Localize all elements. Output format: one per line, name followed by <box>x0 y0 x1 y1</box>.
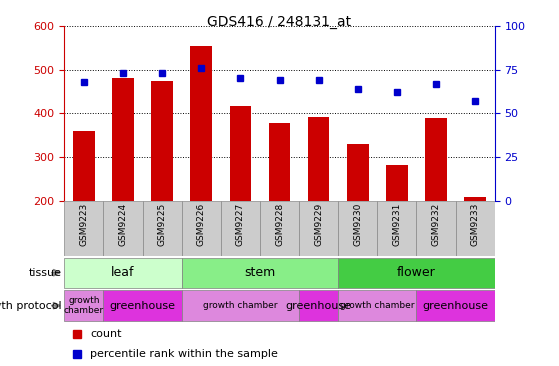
Bar <box>221 201 260 256</box>
Text: GSM9230: GSM9230 <box>353 203 362 246</box>
Text: growth
chamber: growth chamber <box>64 296 104 315</box>
Text: flower: flower <box>397 266 436 279</box>
Bar <box>103 291 182 321</box>
Text: growth protocol: growth protocol <box>0 300 61 311</box>
Text: GSM9226: GSM9226 <box>197 203 206 246</box>
Bar <box>377 201 416 256</box>
Bar <box>64 258 182 288</box>
Bar <box>347 144 368 201</box>
Bar <box>465 197 486 201</box>
Text: GSM9224: GSM9224 <box>119 203 127 246</box>
Text: GSM9232: GSM9232 <box>432 203 440 246</box>
Bar <box>269 123 290 201</box>
Text: count: count <box>90 329 122 339</box>
Text: leaf: leaf <box>111 266 135 279</box>
Text: percentile rank within the sample: percentile rank within the sample <box>90 349 278 359</box>
Bar <box>299 291 338 321</box>
Bar <box>182 291 299 321</box>
Text: GSM9223: GSM9223 <box>79 203 88 246</box>
Bar <box>299 201 338 256</box>
Bar <box>112 78 134 201</box>
Bar <box>191 46 212 201</box>
Bar <box>182 258 338 288</box>
Bar <box>260 201 299 256</box>
Bar <box>182 201 221 256</box>
Bar <box>230 105 251 201</box>
Text: greenhouse: greenhouse <box>110 300 176 311</box>
Bar <box>456 201 495 256</box>
Text: greenhouse: greenhouse <box>286 300 352 311</box>
Bar <box>338 201 377 256</box>
Text: growth chamber: growth chamber <box>203 301 278 310</box>
Bar <box>425 118 447 201</box>
Text: growth chamber: growth chamber <box>340 301 415 310</box>
Text: tissue: tissue <box>29 268 61 278</box>
Bar <box>73 131 94 201</box>
Text: GSM9228: GSM9228 <box>275 203 284 246</box>
Bar <box>143 201 182 256</box>
Text: GDS416 / 248131_at: GDS416 / 248131_at <box>207 15 352 29</box>
Bar <box>416 291 495 321</box>
Text: GSM9225: GSM9225 <box>158 203 167 246</box>
Bar <box>416 201 456 256</box>
Bar <box>64 291 103 321</box>
Bar <box>386 165 408 201</box>
Text: GSM9231: GSM9231 <box>392 203 401 246</box>
Text: GSM9229: GSM9229 <box>314 203 323 246</box>
Bar <box>308 116 329 201</box>
Bar <box>338 258 495 288</box>
Text: GSM9233: GSM9233 <box>471 203 480 246</box>
Bar <box>64 201 103 256</box>
Bar <box>338 291 416 321</box>
Text: GSM9227: GSM9227 <box>236 203 245 246</box>
Bar <box>103 201 143 256</box>
Bar <box>151 81 173 201</box>
Text: greenhouse: greenhouse <box>423 300 489 311</box>
Text: stem: stem <box>244 266 276 279</box>
